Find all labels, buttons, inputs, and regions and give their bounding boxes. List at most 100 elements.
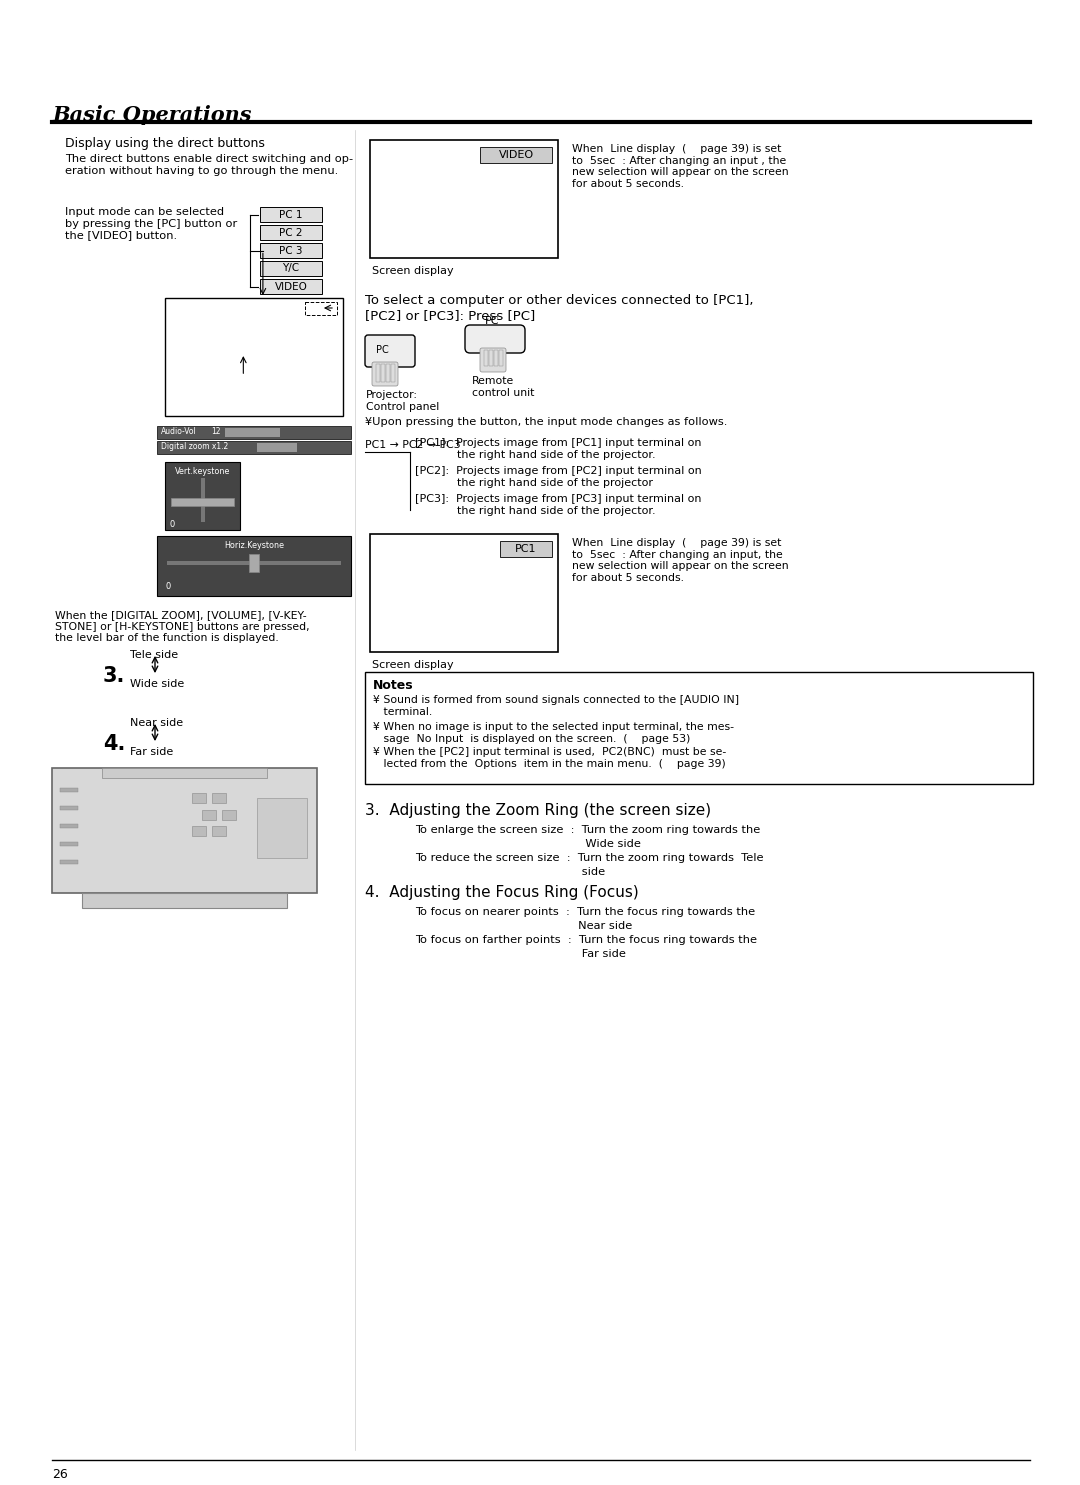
Text: 3.: 3.	[103, 665, 125, 686]
Bar	[365, 673, 1032, 784]
Circle shape	[99, 812, 135, 848]
FancyBboxPatch shape	[372, 362, 399, 386]
Text: 26: 26	[52, 1469, 68, 1481]
Bar	[499, 350, 503, 365]
Bar	[489, 350, 492, 365]
Text: [PC1]:  Projects image from [PC1] input terminal on
            the right hand s: [PC1]: Projects image from [PC1] input t…	[415, 438, 702, 459]
Bar	[370, 535, 558, 652]
Text: PC 3: PC 3	[280, 245, 302, 255]
Bar	[494, 350, 498, 365]
Bar	[157, 536, 351, 595]
Text: 12: 12	[211, 428, 220, 437]
Text: When  Line display  (    page 39) is set
to  5sec  : After changing an input , t: When Line display ( page 39) is set to 5…	[572, 144, 788, 189]
Text: Digital zoom x1.2: Digital zoom x1.2	[161, 443, 228, 451]
Text: Audio-Vol: Audio-Vol	[161, 428, 197, 437]
Text: To select a computer or other devices connected to [PC1],
[PC2] or [PC3]: Press : To select a computer or other devices co…	[365, 294, 754, 322]
Text: When  Line display  (    page 39) is set
to  5sec  : After changing an input, th: When Line display ( page 39) is set to 5…	[572, 538, 788, 582]
Bar	[165, 298, 343, 416]
Text: 4.: 4.	[103, 734, 125, 754]
Text: 0: 0	[165, 582, 171, 591]
Text: To focus on farther points  :  Turn the focus ring towards the: To focus on farther points : Turn the fo…	[415, 936, 757, 944]
Text: Far side: Far side	[415, 949, 626, 959]
Bar	[484, 350, 488, 365]
Text: Remote
control unit: Remote control unit	[472, 376, 535, 398]
Bar	[370, 140, 558, 258]
FancyBboxPatch shape	[365, 336, 415, 367]
Text: Vert.keystone: Vert.keystone	[175, 466, 230, 477]
Text: PC 1: PC 1	[280, 209, 302, 220]
Bar	[260, 226, 322, 241]
Text: Projector:
Control panel: Projector: Control panel	[366, 391, 440, 411]
Text: ¥ When no image is input to the selected input terminal, the mes-
   sage  No In: ¥ When no image is input to the selected…	[373, 722, 734, 744]
Bar	[201, 478, 204, 523]
Bar	[212, 826, 226, 836]
Bar	[386, 364, 390, 382]
Text: ¥ When the [PC2] input terminal is used,  PC2(BNC)  must be se-
   lected from t: ¥ When the [PC2] input terminal is used,…	[373, 747, 726, 769]
Bar	[60, 842, 78, 846]
Bar	[202, 809, 216, 820]
Text: Wide side: Wide side	[415, 839, 640, 849]
Text: 0: 0	[168, 520, 174, 529]
Bar	[82, 892, 287, 907]
Bar	[171, 497, 234, 506]
Bar	[167, 561, 341, 564]
Bar	[192, 826, 206, 836]
Text: To enlarge the screen size  :  Turn the zoom ring towards the: To enlarge the screen size : Turn the zo…	[415, 826, 760, 835]
Text: ¥Upon pressing the button, the input mode changes as follows.: ¥Upon pressing the button, the input mod…	[365, 417, 727, 428]
Text: The direct buttons enable direct switching and op-
eration without having to go : The direct buttons enable direct switchi…	[65, 154, 353, 175]
Bar	[249, 554, 259, 572]
Bar	[102, 768, 267, 778]
Bar	[52, 768, 318, 892]
Text: Y/C: Y/C	[283, 263, 299, 273]
Text: Screen display: Screen display	[372, 659, 454, 670]
FancyBboxPatch shape	[480, 347, 507, 373]
Circle shape	[87, 800, 147, 860]
Bar	[260, 261, 322, 276]
Bar	[260, 206, 322, 221]
Text: To reduce the screen size  :  Turn the zoom ring towards  Tele: To reduce the screen size : Turn the zoo…	[415, 852, 764, 863]
Bar	[222, 809, 237, 820]
Bar	[157, 426, 351, 440]
Bar	[60, 824, 78, 829]
Text: 4.  Adjusting the Focus Ring (Focus): 4. Adjusting the Focus Ring (Focus)	[365, 885, 638, 900]
Text: PC 2: PC 2	[280, 227, 302, 238]
Text: PC: PC	[485, 316, 499, 327]
Text: Wide side: Wide side	[130, 679, 185, 689]
Bar	[192, 793, 206, 803]
Text: Horiz.Keystone: Horiz.Keystone	[224, 541, 284, 549]
Text: Near side: Near side	[130, 719, 184, 728]
Bar	[260, 244, 322, 258]
Text: Tele side: Tele side	[130, 650, 178, 659]
Bar	[212, 793, 226, 803]
Text: Basic Operations: Basic Operations	[52, 105, 252, 125]
Bar	[500, 541, 552, 557]
Text: When the [DIGITAL ZOOM], [VOLUME], [V-KEY-
STONE] or [H-KEYSTONE] buttons are pr: When the [DIGITAL ZOOM], [VOLUME], [V-KE…	[55, 610, 310, 643]
Bar	[60, 789, 78, 792]
Text: Near side: Near side	[415, 921, 632, 931]
Text: 3.  Adjusting the Zoom Ring (the screen size): 3. Adjusting the Zoom Ring (the screen s…	[365, 803, 711, 818]
Bar	[391, 364, 395, 382]
Bar	[225, 428, 280, 437]
Text: VIDEO: VIDEO	[274, 282, 308, 291]
Text: Input mode can be selected
by pressing the [PC] button or
the [VIDEO] button.: Input mode can be selected by pressing t…	[65, 206, 238, 241]
Text: Far side: Far side	[130, 747, 173, 757]
Text: [PC3]:  Projects image from [PC3] input terminal on
            the right hand s: [PC3]: Projects image from [PC3] input t…	[415, 495, 702, 515]
Bar	[260, 279, 322, 294]
Text: Screen display: Screen display	[372, 266, 454, 276]
Text: To focus on nearer points  :  Turn the focus ring towards the: To focus on nearer points : Turn the foc…	[415, 907, 755, 918]
Text: Notes: Notes	[373, 679, 414, 692]
Bar	[376, 364, 380, 382]
Text: Display using the direct buttons: Display using the direct buttons	[65, 137, 265, 150]
Bar	[257, 443, 297, 451]
Bar	[60, 806, 78, 809]
Text: PC1 → PC2 → PC3: PC1 → PC2 → PC3	[365, 440, 461, 450]
Circle shape	[111, 824, 123, 836]
FancyBboxPatch shape	[465, 325, 525, 353]
Bar	[157, 441, 351, 454]
Text: [PC2]:  Projects image from [PC2] input terminal on
            the right hand s: [PC2]: Projects image from [PC2] input t…	[415, 466, 702, 487]
Bar	[305, 301, 337, 315]
Text: ¥ Sound is formed from sound signals connected to the [AUDIO IN]
   terminal.: ¥ Sound is formed from sound signals con…	[373, 695, 739, 717]
Text: side: side	[415, 867, 605, 878]
Bar	[381, 364, 384, 382]
Text: PC1: PC1	[515, 544, 537, 554]
